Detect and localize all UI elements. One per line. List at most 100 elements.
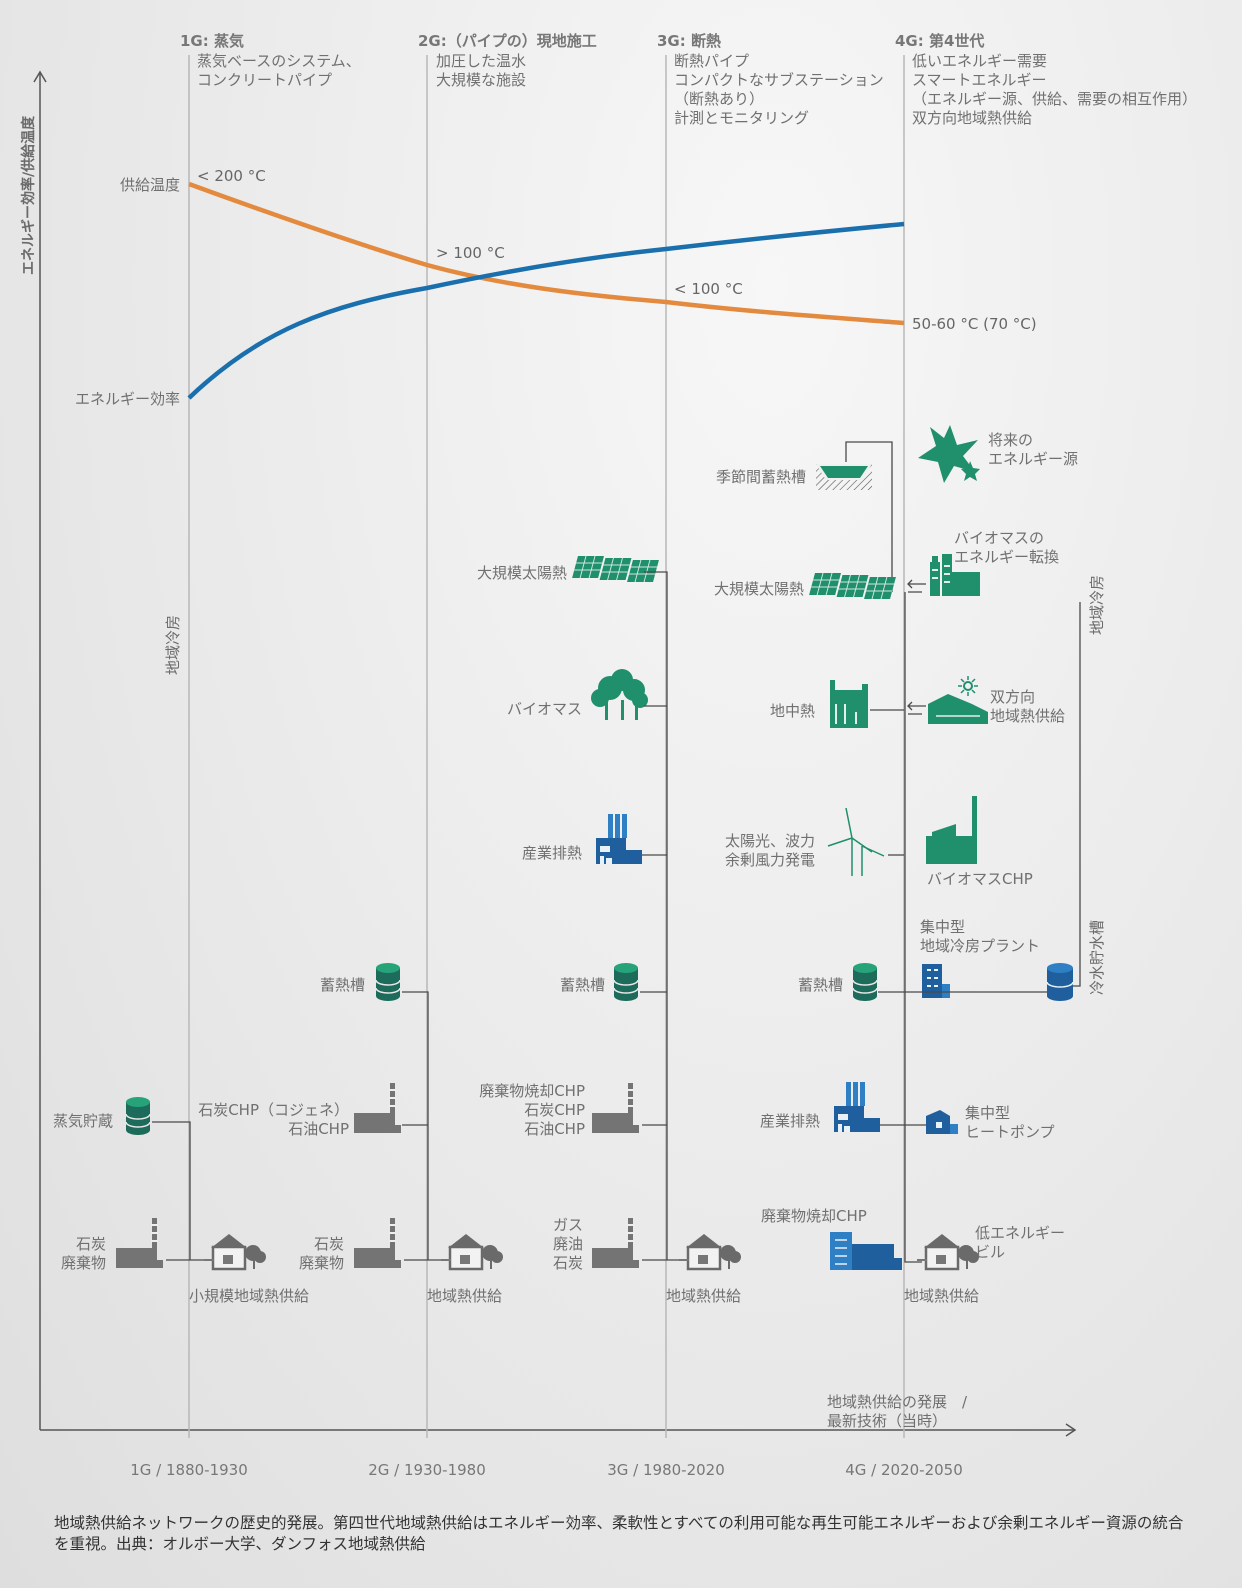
gen4-solar-icon (807, 572, 898, 600)
gen3-desc-3: （断熱あり） (674, 90, 764, 108)
gen4-seasonal-label: 季節間蓄熱槽 (716, 468, 806, 486)
y-axis-label: エネルギー効率/供給温度 (20, 115, 37, 275)
gen1-header: 1G: 蒸気 蒸気ベースのシステム、 コンクリートパイプ (180, 32, 361, 89)
gen3-header: 3G: 断熱 断熱パイプ コンパクトなサブステーション （断熱あり） 計測とモニ… (657, 32, 884, 127)
gen4-storage-label: 蓄熱槽 (798, 976, 843, 994)
gen2-waste-label: 廃棄物 (299, 1254, 344, 1272)
gen2-title: 2G:（パイプの）現地施工 (418, 32, 597, 50)
gen4-low-energy-label-1: 低エネルギー (975, 1224, 1065, 1242)
gen4-low-energy-label-2: ビル (975, 1243, 1005, 1261)
gen4-seasonal-connector (845, 441, 893, 592)
gen2-coal-factory-icon (354, 1218, 401, 1268)
gen3-chp-label-1: 廃棄物焼却CHP (479, 1082, 585, 1100)
tick-1g: 1G / 1880-1930 (130, 1461, 248, 1479)
gen3-fuel-label-1: ガス (553, 1216, 583, 1234)
x-axis-label-1: 地域熱供給の発展 / (827, 1393, 968, 1411)
temp-3g: < 100 °C (674, 280, 743, 298)
gen1-steam-storage-label: 蒸気貯蔵 (53, 1112, 113, 1130)
supply-temperature-curve (188, 181, 905, 326)
gen4-biomass-conversion-icon (930, 554, 980, 596)
gen4-waste-chp-icon (830, 1232, 902, 1270)
gen4-storage-icon (852, 962, 878, 1002)
gen2-chp-label-1: 石炭CHP（コジェネ） (198, 1101, 349, 1119)
gen3-chp-label-2: 石炭CHP (524, 1101, 585, 1119)
gen4-heat-pump-label-2: ヒートポンプ (965, 1123, 1055, 1141)
gen1-desc-2: コンクリートパイプ (197, 71, 332, 89)
gen3-chp-label-3: 石油CHP (524, 1120, 585, 1138)
gen4-house-icon (915, 1232, 981, 1271)
district-cooling-4g-label: 地域冷房 (1088, 575, 1106, 635)
gen4-bidirectional-label-2: 地域熱供給 (990, 707, 1065, 725)
gen3-network-label: 地域熱供給 (666, 1287, 741, 1305)
gen4-biomass-chp-label: バイオマスCHP (927, 870, 1033, 888)
tick-4g: 4G / 2020-2050 (845, 1461, 963, 1479)
gen2-header: 2G:（パイプの）現地施工 加圧した温水 大規模な施設 (418, 32, 597, 89)
gen1-connector (152, 1121, 210, 1261)
gen2-desc-1: 加圧した温水 (436, 52, 526, 70)
gen3-fuel-label-3: 石炭 (553, 1254, 583, 1272)
gen1-coal-label: 石炭 (76, 1235, 106, 1253)
gen4-cold-storage-icon (1046, 963, 1074, 1001)
gen4-central-cooling-label-1: 集中型 (920, 918, 965, 936)
gen1-coal-factory-icon (116, 1218, 163, 1268)
efficiency-label: エネルギー効率 (75, 390, 180, 408)
gen4-bidirectional-label-1: 双方向 (990, 688, 1035, 706)
gen4-desc-2: スマートエネルギー (912, 71, 1047, 89)
gen3-storage-icon (613, 962, 639, 1002)
gen4-biomass-conv-label-1: バイオマスの (954, 529, 1044, 547)
gen4-title: 4G: 第4世代 (895, 32, 984, 50)
gen2-coal-label: 石炭 (314, 1235, 344, 1253)
gen4-header: 4G: 第4世代 低いエネルギー需要 スマートエネルギー （エネルギー源、供給、… (895, 32, 1197, 127)
gen3-desc-2: コンパクトなサブステーション (674, 71, 884, 89)
gen4-future-label-1: 将来の (988, 431, 1033, 449)
gen3-connector (640, 571, 684, 1261)
gen4-biomass-chp-icon (926, 796, 977, 864)
gen4-seasonal-storage-icon (816, 464, 872, 490)
gen4-geothermal-label: 地中熱 (770, 702, 815, 720)
gen4-desc-3: （エネルギー源、供給、需要の相互作用） (912, 90, 1197, 108)
gen4-wind-turbine-icon (827, 807, 885, 876)
figure-caption: 地域熱供給ネットワークの歴史的発展。第四世代地域熱供給はエネルギー効率、柔軟性と… (54, 1514, 1184, 1553)
gen2-storage-icon (375, 962, 401, 1002)
gen4-desc-4: 双方向地域熱供給 (912, 109, 1032, 127)
gen2-connector (402, 991, 445, 1261)
gen2-chp-label-2: 石油CHP (288, 1120, 349, 1138)
gen4-future-energy-icon (918, 425, 980, 483)
gen4-bidirectional-arrow-icon (907, 701, 926, 715)
gen2-desc-2: 大規模な施設 (436, 71, 526, 89)
gen3-desc-4: 計測とモニタリング (674, 109, 809, 127)
gen3-fuel-label-2: 廃油 (553, 1235, 583, 1253)
tick-3g: 3G / 1980-2020 (607, 1461, 725, 1479)
gen4-network-label: 地域熱供給 (904, 1287, 979, 1305)
gen3-desc-1: 断熱パイプ (674, 52, 749, 70)
gen2-network-label: 地域熱供給 (427, 1287, 502, 1305)
y-axis-arrow-icon (33, 70, 47, 83)
x-axis-arrow-icon (1065, 1423, 1077, 1437)
gen4-biomass-conv-label-2: エネルギー転換 (954, 548, 1059, 566)
gen4-industry-icon (834, 1082, 880, 1132)
gen3-biomass-label: バイオマス (507, 700, 582, 718)
gen4-wind-label-2: 余剰風力発電 (725, 851, 815, 869)
gen1-desc-1: 蒸気ベースのシステム、 (197, 52, 361, 70)
gen3-solar-label: 大規模太陽熱 (477, 564, 567, 582)
gen4-heat-pump-icon (926, 1110, 958, 1134)
tick-2g: 2G / 1930-1980 (368, 1461, 486, 1479)
gen4-industry-label: 産業排熱 (760, 1112, 820, 1130)
gen3-chp-icon (592, 1083, 639, 1133)
temp-4g: 50-60 °C (70 °C) (912, 315, 1037, 333)
gen1-waste-label: 廃棄物 (61, 1254, 106, 1272)
gen4-central-cooling-icon (922, 964, 950, 998)
gen3-industry-icon (596, 814, 642, 864)
district-heating-diagram: エネルギー効率/供給温度 1G: 蒸気 蒸気ベースのシステム、 コンクリートパイ… (20, 32, 1197, 1479)
gen1-title: 1G: 蒸気 (180, 32, 244, 50)
gen2-storage-label: 蓄熱槽 (320, 976, 365, 994)
gen4-geothermal-icon (830, 680, 868, 728)
gen3-industry-label: 産業排熱 (522, 844, 582, 862)
gen3-storage-label: 蓄熱槽 (560, 976, 605, 994)
temp-1g: < 200 °C (197, 167, 266, 185)
gen4-future-label-2: エネルギー源 (988, 450, 1078, 468)
cold-storage-label: 冷水貯水槽 (1088, 920, 1106, 995)
gen2-chp-icon (354, 1083, 401, 1133)
district-cooling-1g-label: 地域冷房 (164, 615, 182, 675)
gen1-house-icon (202, 1232, 268, 1271)
